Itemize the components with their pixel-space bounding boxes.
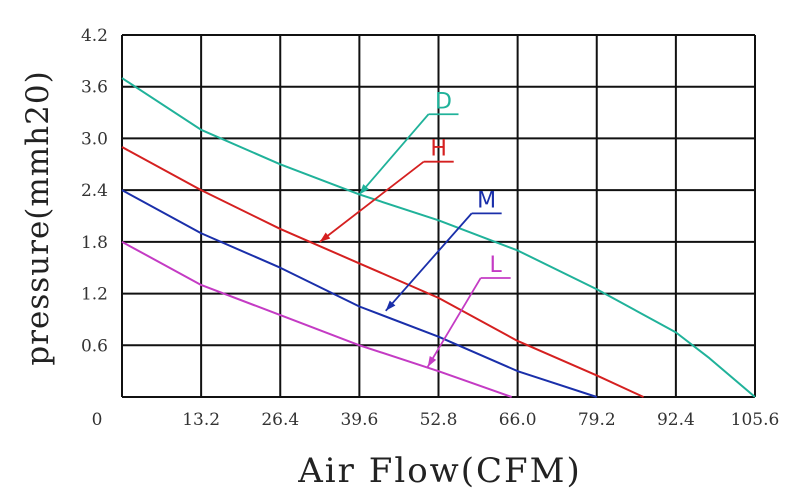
callout-leader-h [319,160,425,243]
y-tick-label: 2.4 [81,181,108,201]
x-tick-label: 13.2 [182,410,220,430]
x-tick-label: 66.0 [499,410,537,430]
x-tick-label: 52.8 [420,410,458,430]
series-group [121,77,756,398]
y-axis-title: pressure(mmh20) [20,70,56,365]
x-tick-label: 39.6 [340,410,378,430]
origin-tick-label: 0 [92,410,103,430]
series-label-m: M [477,188,496,213]
series-label-l: L [490,253,503,278]
series-callouts: DH M L [319,89,511,368]
series-line-l [121,240,512,398]
series-line-m [121,189,598,398]
y-tick-label: 1.8 [81,233,108,253]
series-line-d [121,77,756,398]
y-tick-label: 3.0 [81,129,108,149]
callout-leader-m [385,212,473,312]
y-tick-label: 4.2 [81,26,108,46]
y-tick-label: 3.6 [81,78,108,98]
callout-arrowhead-m [385,300,396,311]
x-tick-label: 79.2 [578,410,616,430]
x-tick-labels: 13.2 26.4 39.6 52.8 66.0 79.2 92.4 105.6 [182,410,779,430]
y-tick-labels: 0.6 1.2 1.8 2.4 3.0 3.6 4.2 [81,26,108,356]
x-tick-label: 26.4 [261,410,299,430]
series-label-h: H [430,137,447,162]
y-tick-label: 0.6 [81,336,108,356]
x-tick-label: 105.6 [731,410,780,430]
x-axis-title: Air Flow(CFM) [297,451,581,491]
callout-leader-l [426,277,482,368]
series-line-h [121,146,644,398]
grid [121,34,756,398]
callout-arrowhead-l [427,356,437,367]
x-tick-label: 92.4 [657,410,695,430]
callout-leader-d [358,113,430,196]
callout-arrowhead-d [359,184,369,195]
callout-arrowhead-h [319,232,331,242]
y-tick-label: 1.2 [81,285,108,305]
series-label-d: D [435,89,452,114]
